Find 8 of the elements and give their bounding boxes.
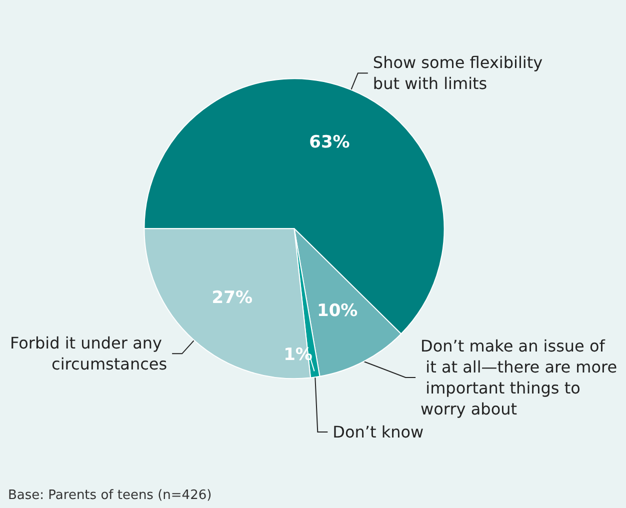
text: Base: Parents of teens (n=426) [8,488,212,503]
slice-label: Show some flexibility but with limits [372,53,548,94]
slice-label: Don’t make an issue of it at all—there are more important things to worry about [420,336,618,418]
data-label: 27% [212,288,252,308]
slice-label: Don’t know [332,422,424,442]
slice-label: Forbid it under any circumstances [10,334,168,374]
data-label: 63% [309,132,350,153]
data-label: 10% [316,301,358,321]
